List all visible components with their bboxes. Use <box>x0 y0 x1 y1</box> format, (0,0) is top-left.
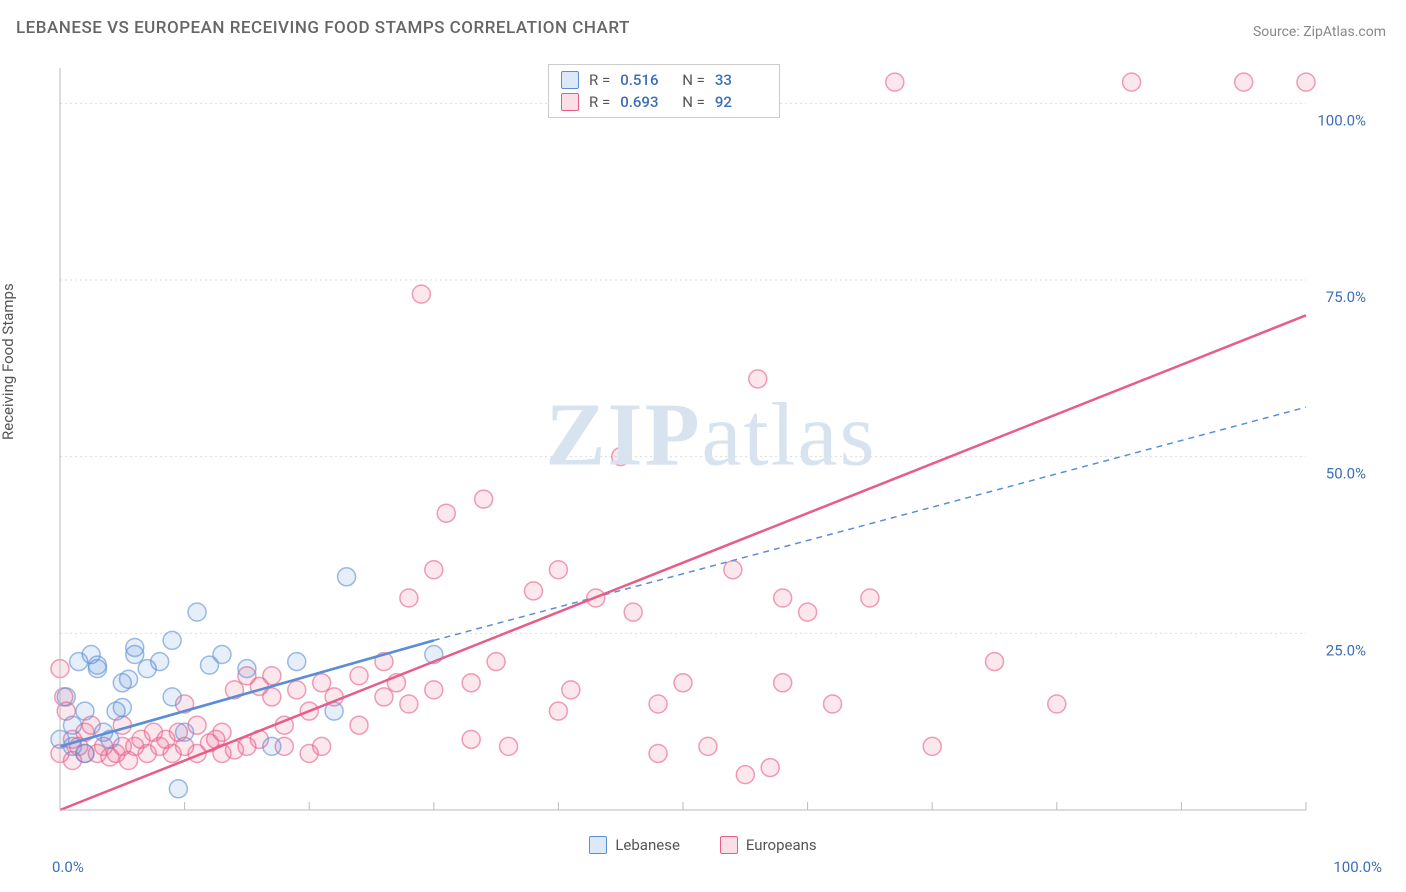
n-label-0: N = <box>682 71 705 89</box>
scatter-plot-svg: 25.0% 50.0% 75.0% 100.0% <box>46 60 1376 820</box>
r-value-0: 0.516 <box>620 71 672 89</box>
svg-text:75.0%: 75.0% <box>1326 288 1366 306</box>
correlation-row-0: R = 0.516 N = 33 <box>549 69 779 91</box>
series-swatch-1 <box>561 93 579 111</box>
legend-item-1: Europeans <box>720 836 817 854</box>
svg-text:25.0%: 25.0% <box>1326 641 1366 659</box>
source-link[interactable]: ZipAtlas.com <box>1303 24 1386 40</box>
legend-swatch-0 <box>589 836 607 854</box>
source-attribution: Source: ZipAtlas.com <box>1253 24 1386 40</box>
svg-text:50.0%: 50.0% <box>1326 465 1366 483</box>
r-value-1: 0.693 <box>620 93 672 111</box>
x-axis-max-label: 100.0% <box>1333 858 1382 876</box>
chart-container: LEBANESE VS EUROPEAN RECEIVING FOOD STAM… <box>0 0 1406 892</box>
n-value-1: 92 <box>715 93 767 111</box>
legend-item-0: Lebanese <box>589 836 680 854</box>
legend-label-0: Lebanese <box>615 836 680 854</box>
source-prefix: Source: <box>1253 24 1303 40</box>
r-label-0: R = <box>589 71 610 89</box>
correlation-row-1: R = 0.693 N = 92 <box>549 91 779 113</box>
plot-area: 25.0%50.0%75.0%100.0% ZIPatlas <box>46 60 1376 820</box>
x-axis-min-label: 0.0% <box>52 858 84 876</box>
legend-label-1: Europeans <box>746 836 817 854</box>
series-swatch-0 <box>561 71 579 89</box>
correlation-legend: R = 0.516 N = 33 R = 0.693 N = 92 <box>548 64 780 118</box>
y-axis-label: Receiving Food Stamps <box>0 283 17 440</box>
chart-title: LEBANESE VS EUROPEAN RECEIVING FOOD STAM… <box>16 18 630 38</box>
series-legend: Lebanese Europeans <box>0 836 1406 854</box>
svg-text:100.0%: 100.0% <box>1317 111 1366 129</box>
n-value-0: 33 <box>715 71 767 89</box>
legend-swatch-1 <box>720 836 738 854</box>
n-label-1: N = <box>682 93 705 111</box>
r-label-1: R = <box>589 93 610 111</box>
